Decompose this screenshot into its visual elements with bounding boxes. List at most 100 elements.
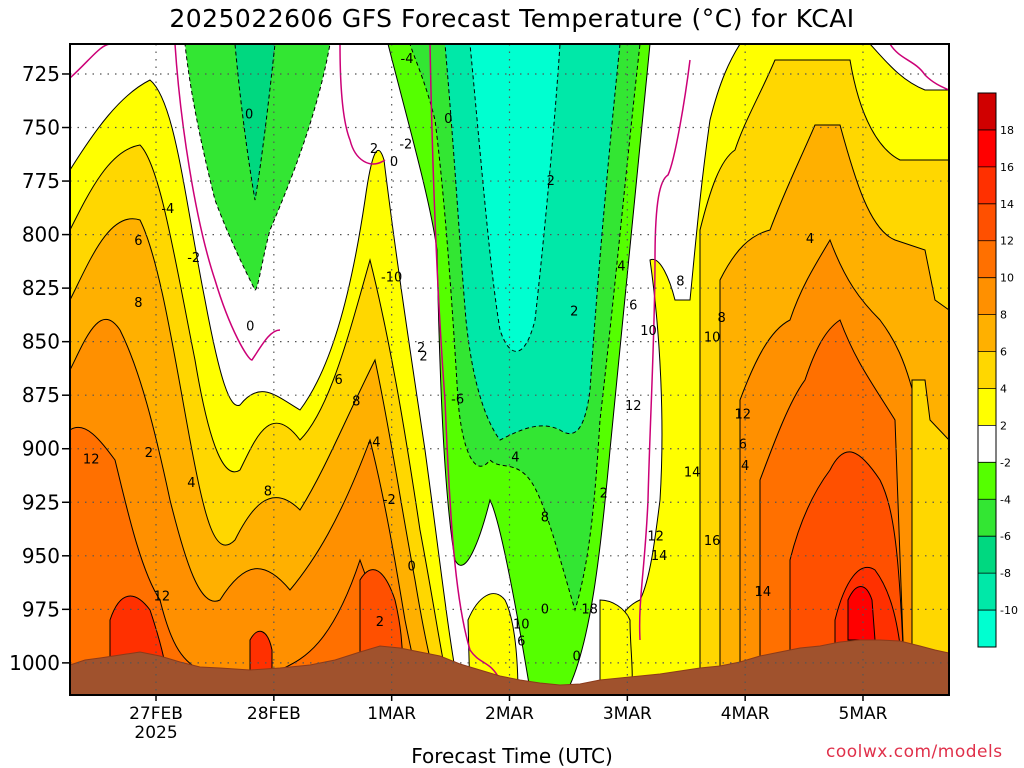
y-tick-label: 925 xyxy=(22,490,60,514)
colorbar-swatch xyxy=(978,277,996,315)
contour-label: 6 xyxy=(517,634,525,649)
y-tick-label: 975 xyxy=(22,597,60,621)
y-tick-label: 725 xyxy=(22,62,60,86)
ground-surface xyxy=(69,639,950,696)
colorbar-swatch xyxy=(978,462,996,500)
colorbar-tick-label: -6 xyxy=(1000,530,1011,543)
contour-label: 2 xyxy=(600,487,608,502)
contour-label: 12 xyxy=(83,452,100,467)
y-tick-label: 900 xyxy=(22,437,60,461)
contour-label: -6 xyxy=(451,392,464,407)
colorbar-swatch xyxy=(978,93,996,130)
contour-label: 8 xyxy=(676,275,684,290)
contour-label: 12 xyxy=(625,399,642,414)
colorbar-swatch xyxy=(978,314,996,352)
contour-label: 12 xyxy=(154,589,171,604)
y-tick-label: 775 xyxy=(22,169,60,193)
isotherm-zero-mid2 xyxy=(339,44,386,165)
contour-label: 2 xyxy=(547,174,555,189)
colorbar-swatch xyxy=(978,573,996,611)
contour-label: 4 xyxy=(741,459,749,474)
contour-label: 0 xyxy=(390,155,398,170)
y-tick-label: 750 xyxy=(22,116,60,140)
colorbar-swatch xyxy=(978,388,996,426)
x-tick-label: 28FEB xyxy=(247,704,301,724)
colorbar-swatch xyxy=(978,610,996,647)
x-tick-label: 2MAR xyxy=(485,704,534,724)
x-tick-label: 5MAR xyxy=(839,704,888,724)
colorbar-tick-label: -4 xyxy=(1000,493,1011,506)
isotherm-zero-right xyxy=(889,44,949,91)
contour-label: -4 xyxy=(401,52,414,67)
colorbar-tick-label: -8 xyxy=(1000,567,1011,580)
colorbar-tick-label: 14 xyxy=(1000,198,1014,211)
x-axis: 27FEB 28FEB 1MAR 2MAR 3MAR 4MAR 5MAR 2025 xyxy=(129,695,888,743)
contour-label: 4 xyxy=(806,232,814,247)
y-tick-label: 1000 xyxy=(9,651,60,675)
contour-label: -10 xyxy=(381,270,402,285)
contour-label: 16 xyxy=(704,534,721,549)
colorbar-tick-label: -10 xyxy=(1000,604,1018,617)
x-tick-label: 27FEB xyxy=(129,704,183,724)
x-tick-label: 4MAR xyxy=(721,704,770,724)
colorbar-tick-label: 2 xyxy=(1000,419,1007,432)
colorbar-swatch xyxy=(978,351,996,389)
credit-link[interactable]: coolwx.com/models xyxy=(826,742,1003,762)
colorbar-tick-label: -2 xyxy=(1000,456,1011,469)
colorbar: -10 -8 -6 -4 -2 2 4 6 8 10 12 14 16 18 xyxy=(977,92,1018,648)
contour-label: 0 xyxy=(246,320,254,335)
contour-label: 4 xyxy=(617,260,625,275)
contour-label: 10 xyxy=(513,617,530,632)
contour-label: 14 xyxy=(755,585,772,600)
y-axis: 725 750 775 800 825 850 875 900 925 950 975 1000 xyxy=(9,62,70,675)
colorbar-swatch xyxy=(978,425,996,463)
colorbar-tick-label: 8 xyxy=(1000,309,1007,322)
colorbar-tick-label: 12 xyxy=(1000,235,1014,248)
contour-label: 10 xyxy=(704,330,721,345)
x-tick-label: 3MAR xyxy=(603,704,652,724)
colorbar-tick-label: 10 xyxy=(1000,272,1014,285)
contour-label: 2 xyxy=(376,615,384,630)
contour-label: 12 xyxy=(647,530,664,545)
contour-label: 14 xyxy=(651,549,668,564)
contour-label: 8 xyxy=(717,311,725,326)
isotherm-zero-mid xyxy=(174,44,281,361)
cold-region-center-core xyxy=(469,44,561,352)
contour-label: 12 xyxy=(735,407,752,422)
contour-label: 0 xyxy=(444,112,452,127)
contour-label: -2 xyxy=(383,493,396,508)
contour-label: 18 xyxy=(581,602,598,617)
contour-label: 6 xyxy=(739,437,747,452)
y-tick-label: 950 xyxy=(22,544,60,568)
warm-peak-right xyxy=(847,586,876,641)
colorbar-swatch xyxy=(978,240,996,278)
isotherm-zero-center-r xyxy=(638,59,691,641)
colorbar-tick-label: 4 xyxy=(1000,382,1007,395)
contour-label: 0 xyxy=(573,649,581,664)
colorbar-tick-label: 18 xyxy=(1000,124,1014,137)
colorbar-swatch xyxy=(978,499,996,537)
colorbar-swatch xyxy=(978,203,996,241)
contour-label: 0 xyxy=(245,108,253,123)
contour-label: 2 xyxy=(145,446,153,461)
contour-label: 6 xyxy=(335,373,343,388)
contour-label: 6 xyxy=(629,298,637,313)
y-tick-label: 825 xyxy=(22,276,60,300)
contour-label: 2 xyxy=(370,142,378,157)
x-tick-label: 1MAR xyxy=(367,704,416,724)
cold-region-left-deep xyxy=(234,44,276,201)
contour-label: 8 xyxy=(352,395,360,410)
colorbar-swatch xyxy=(978,129,996,167)
contour-label: 0 xyxy=(408,560,416,575)
contour-label: 6 xyxy=(134,234,142,249)
y-tick-label: 875 xyxy=(22,383,60,407)
contour-label: -4 xyxy=(161,202,174,217)
contour-label: 2 xyxy=(417,341,425,356)
warm-region-right-strip xyxy=(911,379,949,695)
x-axis-label: Forecast Time (UTC) xyxy=(411,744,613,768)
x-year-label: 2025 xyxy=(134,723,177,743)
contour-label: 4 xyxy=(511,450,519,465)
contour-label: 8 xyxy=(541,510,549,525)
y-tick-label: 800 xyxy=(22,223,60,247)
isotherm-zero-center-l xyxy=(429,44,501,681)
